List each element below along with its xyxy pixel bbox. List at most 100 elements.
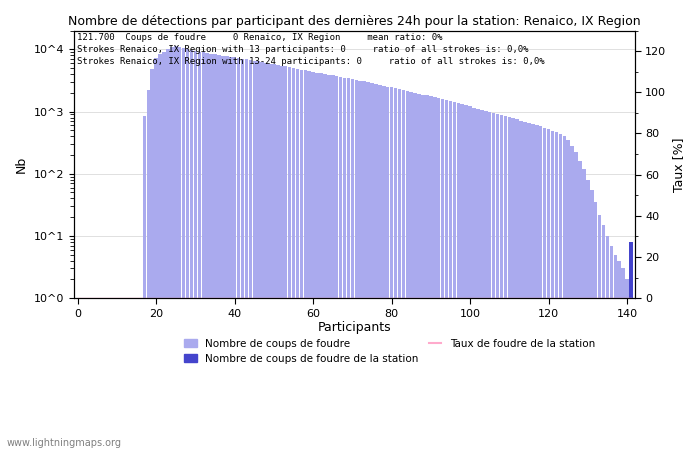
Bar <box>245 59 248 450</box>
Bar <box>613 255 617 450</box>
Bar <box>358 81 362 450</box>
Bar <box>300 70 303 450</box>
Bar <box>566 140 570 450</box>
Bar <box>256 61 260 450</box>
Y-axis label: Taux [%]: Taux [%] <box>672 137 685 192</box>
Bar <box>260 62 264 450</box>
Bar <box>398 89 401 450</box>
Bar <box>131 298 134 450</box>
Bar <box>461 104 464 450</box>
Bar <box>265 63 268 450</box>
Bar <box>578 161 582 450</box>
Bar <box>162 52 166 450</box>
Bar <box>594 202 597 450</box>
X-axis label: Participants: Participants <box>318 321 391 334</box>
Bar <box>315 73 318 450</box>
Bar <box>370 83 374 450</box>
Bar <box>421 94 425 450</box>
Bar <box>99 298 103 450</box>
Bar <box>382 86 386 450</box>
Bar <box>625 279 629 450</box>
Bar <box>429 96 433 450</box>
Bar <box>531 124 535 450</box>
Bar <box>194 51 197 450</box>
Text: 121.700  Coups de foudre     0 Renaico, IX Region     mean ratio: 0%
Strokes Ren: 121.700 Coups de foudre 0 Renaico, IX Re… <box>76 33 544 66</box>
Bar <box>202 53 205 450</box>
Bar <box>135 298 139 450</box>
Bar <box>425 95 428 450</box>
Bar <box>339 77 342 450</box>
Bar <box>268 63 272 450</box>
Bar <box>512 118 515 450</box>
Bar <box>456 103 460 450</box>
Bar <box>496 114 499 450</box>
Bar <box>323 74 327 450</box>
Bar <box>217 55 220 450</box>
Bar <box>205 53 209 450</box>
Bar <box>629 298 633 450</box>
Y-axis label: Nb: Nb <box>15 156 28 173</box>
Bar <box>441 99 444 450</box>
Bar <box>554 132 558 450</box>
Bar <box>543 128 547 450</box>
Bar <box>488 112 491 450</box>
Bar <box>335 76 338 450</box>
Bar <box>468 106 472 450</box>
Bar <box>629 242 633 450</box>
Bar <box>233 58 237 450</box>
Bar <box>116 298 119 450</box>
Bar <box>107 298 111 450</box>
Bar <box>617 261 621 450</box>
Bar <box>378 85 382 450</box>
Bar <box>229 57 232 450</box>
Bar <box>524 122 527 450</box>
Bar <box>433 97 437 450</box>
Bar <box>248 60 252 450</box>
Bar <box>276 65 279 450</box>
Bar <box>96 298 99 450</box>
Bar <box>508 117 511 450</box>
Bar <box>394 88 398 450</box>
Bar <box>402 90 405 450</box>
Bar <box>480 110 484 450</box>
Bar <box>453 102 456 450</box>
Bar <box>84 298 88 450</box>
Bar <box>582 169 586 450</box>
Bar <box>155 58 158 450</box>
Bar <box>535 125 538 450</box>
Bar <box>288 67 291 450</box>
Bar <box>104 298 107 450</box>
Bar <box>166 49 169 450</box>
Bar <box>515 119 519 450</box>
Bar <box>492 113 496 450</box>
Bar <box>464 105 468 450</box>
Bar <box>519 121 523 450</box>
Bar <box>304 70 307 450</box>
Bar <box>280 66 284 450</box>
Bar <box>343 78 346 450</box>
Bar <box>88 298 91 450</box>
Bar <box>111 298 115 450</box>
Bar <box>312 72 315 450</box>
Bar <box>374 84 378 450</box>
Bar <box>174 46 178 450</box>
Bar <box>123 298 127 450</box>
Bar <box>221 56 225 450</box>
Bar <box>292 68 295 450</box>
Bar <box>527 123 531 450</box>
Bar <box>602 225 606 450</box>
Bar <box>590 190 594 450</box>
Bar <box>503 116 507 450</box>
Bar <box>253 60 256 450</box>
Bar <box>272 64 276 450</box>
Text: www.lightningmaps.org: www.lightningmaps.org <box>7 438 122 448</box>
Bar <box>307 71 311 450</box>
Bar <box>449 101 452 450</box>
Bar <box>178 47 181 450</box>
Bar <box>610 246 613 450</box>
Bar <box>241 58 244 450</box>
Bar <box>186 49 189 450</box>
Bar <box>331 76 335 450</box>
Bar <box>170 47 174 450</box>
Bar <box>158 54 162 450</box>
